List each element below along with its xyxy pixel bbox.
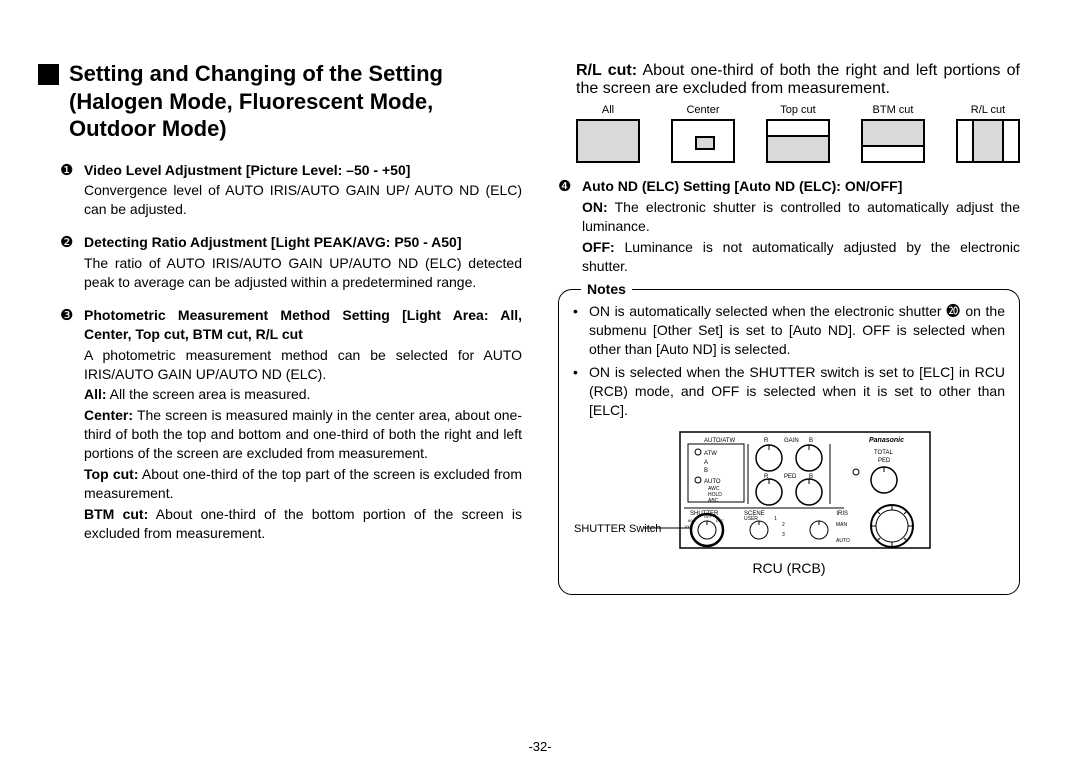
diag-all-icon [576,119,640,163]
item-title: Photometric Measurement Method Setting [… [84,306,522,344]
page-number: -32- [0,739,1080,754]
rcu-caption: RCU (RCB) [752,559,825,578]
svg-text:PED: PED [878,458,891,464]
sub-btmcut: BTM cut: About one-third of the bottom p… [84,505,522,543]
svg-text:USER: USER [744,516,758,522]
svg-text:PED: PED [784,474,797,480]
svg-text:ELC: ELC [716,518,724,523]
svg-text:GAIN: GAIN [784,438,799,444]
section-heading: Setting and Changing of the Setting (Hal… [38,60,522,143]
item-number: ❹ [558,177,576,275]
diag-center-icon [671,119,735,163]
item-number: ❷ [60,233,78,292]
sub-topcut: Top cut: About one-third of the top part… [84,465,522,503]
diag-rlcut: R/L cut [956,104,1020,163]
svg-text:AUTO: AUTO [836,538,850,544]
heading-text: Setting and Changing of the Setting (Hal… [69,60,522,143]
right-column: R/L cut: About one-third of both the rig… [558,60,1020,595]
diag-label: Center [686,104,719,116]
sub-rlcut: R/L cut: About one-third of both the rig… [558,62,1020,98]
item-title: Auto ND (ELC) Setting [Auto ND (ELC): ON… [582,177,1020,196]
svg-text:Panasonic: Panasonic [869,437,904,444]
rcu-diagram: SHUTTER Switch AUTO/ATW R GAIN B Panason… [573,430,1005,578]
item-number: ❶ [60,161,78,220]
svg-text:B: B [704,468,708,474]
diag-label: R/L cut [971,104,1005,116]
sub-center: Center: The screen is measured mainly in… [84,406,522,463]
diag-label: All [602,104,614,116]
heading-square-icon [38,64,59,85]
diag-top-icon [766,119,830,163]
svg-text:ATW: ATW [704,451,717,457]
item-2: ❷ Detecting Ratio Adjustment [Light PEAK… [60,233,522,292]
svg-text:AUTO/ATW: AUTO/ATW [704,438,735,444]
item-desc: The ratio of AUTO IRIS/AUTO GAIN UP/AUTO… [84,254,522,292]
diag-topcut: Top cut [766,104,830,163]
item4-off: OFF: Luminance is not automatically adju… [582,238,1020,276]
item-1: ❶ Video Level Adjustment [Picture Level:… [60,161,522,220]
item-title: Detecting Ratio Adjustment [Light PEAK/A… [84,233,522,252]
diag-btmcut: BTM cut [861,104,925,163]
sub-all: All: All the screen area is measured. [84,385,522,404]
left-column: Setting and Changing of the Setting (Hal… [60,60,522,595]
svg-text:ABC: ABC [708,498,719,504]
item-desc: A photometric measurement method can be … [84,346,522,384]
svg-text:IRIS: IRIS [836,511,848,517]
svg-text:MAN: MAN [836,522,848,528]
svg-text:60: 60 [688,518,693,523]
diag-label: BTM cut [873,104,914,116]
diag-rl-icon [956,119,1020,163]
item-title: Video Level Adjustment [Picture Level: –… [84,161,522,180]
rcu-panel-icon: AUTO/ATW R GAIN B Panasonic ATW A B AUTO [644,430,934,550]
svg-text:A: A [704,460,708,466]
diag-center: Center [671,104,735,163]
item-number: ❸ [60,306,78,543]
item-desc: Convergence level of AUTO IRIS/AUTO GAIN… [84,181,522,219]
svg-text:AUTO: AUTO [704,479,721,485]
svg-text:OFF: OFF [704,514,713,519]
svg-text:1: 1 [774,516,777,522]
svg-text:B: B [809,438,813,444]
diag-label: Top cut [780,104,815,116]
item-4: ❹ Auto ND (ELC) Setting [Auto ND (ELC): … [558,177,1020,275]
diag-all: All [576,104,640,163]
svg-text:R: R [764,438,769,444]
note-2: •ON is selected when the SHUTTER switch … [573,363,1005,420]
shutter-switch-label: SHUTTER Switch [574,522,661,537]
page-content: Setting and Changing of the Setting (Hal… [0,0,1080,615]
svg-text:3: 3 [782,532,785,538]
notes-box: Notes •ON is automatically selected when… [558,289,1020,594]
item-3: ❸ Photometric Measurement Method Setting… [60,306,522,543]
notes-label: Notes [581,280,632,299]
diag-btm-icon [861,119,925,163]
svg-text:TOTAL: TOTAL [874,450,893,456]
svg-text:2: 2 [782,522,785,528]
item4-on: ON: The electronic shutter is controlled… [582,198,1020,236]
note-1: •ON is automatically selected when the e… [573,302,1005,359]
diagram-row: All Center Top cut BTM cut [576,104,1020,163]
